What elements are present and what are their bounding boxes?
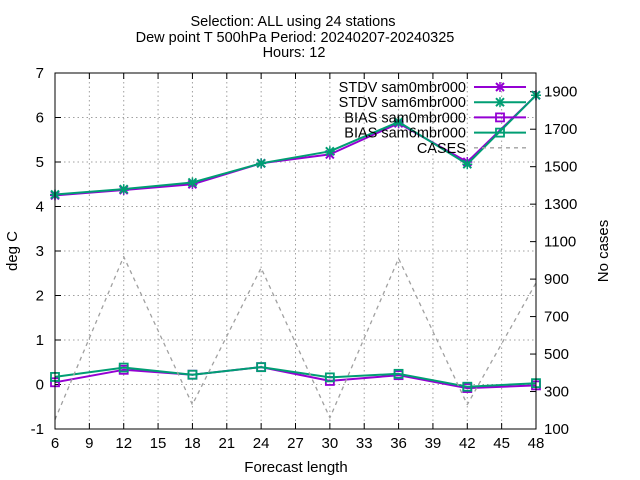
data-point: [324, 146, 335, 157]
x-tick-label: 6: [51, 435, 59, 452]
data-point: [187, 177, 198, 188]
legend-label: STDV sam6mbr000: [339, 95, 466, 111]
data-point: [256, 158, 267, 169]
x-tick-label: 18: [184, 435, 201, 452]
y2-tick-label: 1300: [544, 196, 577, 213]
ticks: 6 9 12 15 18 21 24 27 30 33 36 39 42 45 48-10123456710…: [31, 65, 578, 452]
x-tick-label: 45: [493, 435, 510, 452]
legend-marker: [495, 82, 505, 92]
y-tick-label: 6: [36, 110, 44, 127]
legend-label: BIAS sam6mbr000: [344, 126, 466, 142]
x-tick-label: 27: [287, 435, 304, 452]
series-1: [50, 90, 541, 200]
y2-tick-label: 900: [544, 271, 569, 288]
data-point: [118, 362, 129, 373]
y2-tick-label: 300: [544, 384, 569, 401]
y-tick-label: -1: [31, 421, 44, 438]
x-tick-label: 33: [356, 435, 373, 452]
legend-marker: [495, 97, 505, 108]
title-line-1: Selection: ALL using 24 stations: [190, 14, 395, 30]
legend-item: STDV sam0mbr000: [339, 80, 526, 96]
x-tick-label: 39: [425, 435, 442, 452]
y2-tick-label: 500: [544, 346, 569, 363]
x-tick-label: 48: [528, 435, 545, 452]
x-tick-label: 12: [115, 435, 132, 452]
plot-frame: [54, 72, 537, 430]
data-point: [118, 184, 129, 195]
series-line: [54, 366, 537, 388]
x-tick-label: 42: [459, 435, 476, 452]
data-point: [393, 116, 404, 127]
x-tick-label: 36: [390, 435, 407, 452]
data-point: [187, 369, 198, 380]
legend-item: BIAS sam0mbr000: [344, 110, 526, 126]
data-point: [324, 372, 335, 383]
data-point: [462, 159, 473, 170]
series-line: [54, 94, 537, 196]
series-line: [54, 94, 537, 197]
x-tick-label: 21: [218, 435, 235, 452]
y-tick-label: 7: [36, 65, 44, 82]
y2-tick-label: 1700: [544, 121, 577, 138]
x-tick-label: 15: [150, 435, 167, 452]
legend-label: CASES: [417, 141, 466, 157]
legend-label: BIAS sam0mbr000: [344, 110, 466, 126]
y-tick-label: 3: [36, 243, 44, 260]
data-point: [393, 368, 404, 379]
title-line-3: Hours: 12: [263, 45, 326, 61]
legend-marker: [495, 112, 505, 123]
y2-axis-label: No cases: [595, 220, 612, 283]
y2-tick-label: 1900: [544, 84, 577, 101]
y2-tick-label: 1100: [544, 234, 576, 251]
x-tick-label: 30: [322, 435, 339, 452]
data-point: [462, 381, 473, 392]
y-tick-label: 5: [36, 154, 44, 171]
legend-marker: [495, 127, 505, 138]
y-tick-label: 4: [36, 199, 44, 216]
title-line-2: Dew point T 500hPa Period: 20240207-2024…: [136, 30, 455, 46]
y2-tick-label: 1500: [544, 159, 577, 176]
series-3: [50, 362, 541, 392]
y-tick-label: 2: [36, 288, 44, 305]
x-tick-label: 24: [253, 435, 270, 452]
legend-item: STDV sam6mbr000: [339, 95, 526, 111]
x-tick-label: 9: [85, 435, 93, 452]
y-tick-label: 0: [36, 377, 44, 394]
y-tick-label: 1: [36, 332, 44, 349]
x-axis-label: Forecast length: [244, 459, 347, 476]
y2-tick-label: 700: [544, 309, 569, 326]
y-axis-label: deg C: [4, 231, 21, 271]
data-point: [256, 362, 267, 373]
series-line: [54, 366, 537, 390]
chart-title: Selection: ALL using 24 stations Dew poi…: [136, 14, 455, 61]
legend-item: CASES: [417, 141, 526, 157]
legend-item: BIAS sam6mbr000: [344, 126, 526, 142]
y2-tick-label: 100: [544, 421, 569, 438]
legend-label: STDV sam0mbr000: [339, 80, 466, 96]
